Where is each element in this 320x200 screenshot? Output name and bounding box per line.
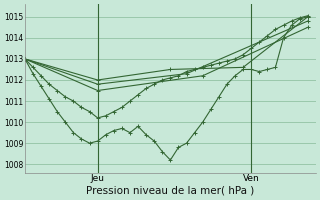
X-axis label: Pression niveau de la mer( hPa ): Pression niveau de la mer( hPa ) [86, 186, 254, 196]
